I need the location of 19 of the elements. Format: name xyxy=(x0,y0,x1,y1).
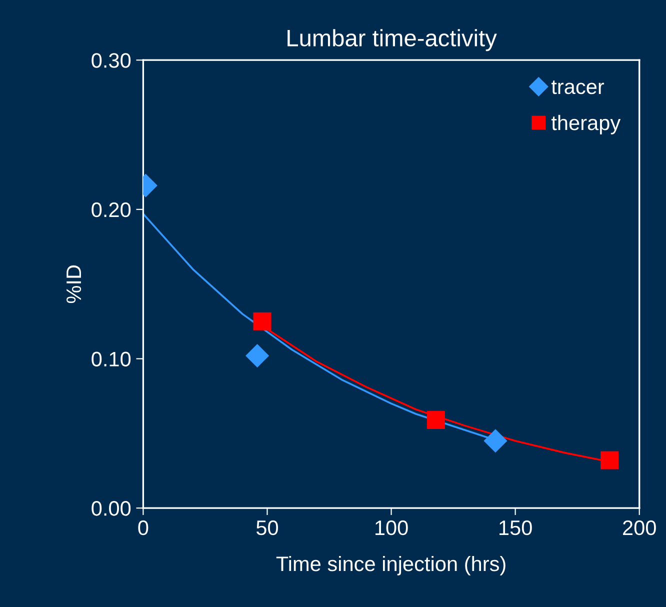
x-tick-label: 100 xyxy=(375,520,408,536)
point xyxy=(484,429,507,452)
chart-title: Lumbar time-activity xyxy=(288,29,497,52)
point xyxy=(600,451,619,470)
x-tick-label: 50 xyxy=(256,520,278,536)
x-tick-label: 150 xyxy=(500,520,532,536)
x-tick-label: 200 xyxy=(623,520,656,536)
point xyxy=(253,312,272,330)
point xyxy=(246,344,269,368)
x-tick-label: 0 xyxy=(138,520,148,536)
point xyxy=(426,410,445,429)
y-tick-label: 0.10 xyxy=(92,352,131,366)
y-tick-label: 0.00 xyxy=(92,501,131,516)
legend-label: therapy xyxy=(551,114,621,134)
x-axis-title: Time since injection (hrs) xyxy=(276,556,506,576)
y-tick-label: 0.30 xyxy=(92,53,131,68)
y-tick-label: 0.20 xyxy=(92,202,131,218)
y-axis-title: %ID xyxy=(66,265,82,304)
legend-label: tracer xyxy=(551,80,604,94)
